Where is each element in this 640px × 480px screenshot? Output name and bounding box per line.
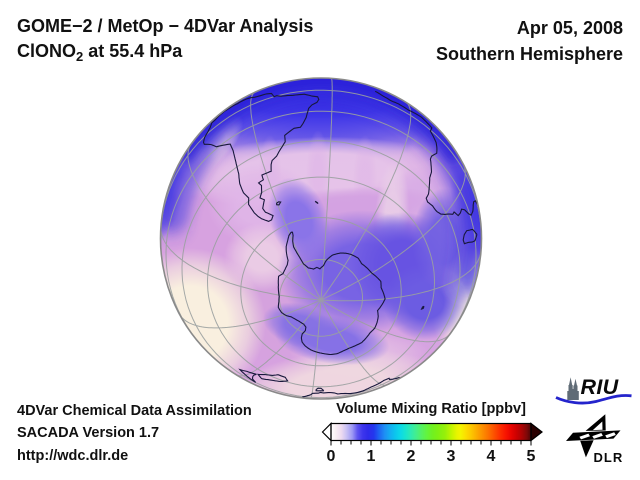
svg-text:DLR: DLR — [594, 450, 624, 465]
svg-text:RIU: RIU — [581, 375, 619, 399]
